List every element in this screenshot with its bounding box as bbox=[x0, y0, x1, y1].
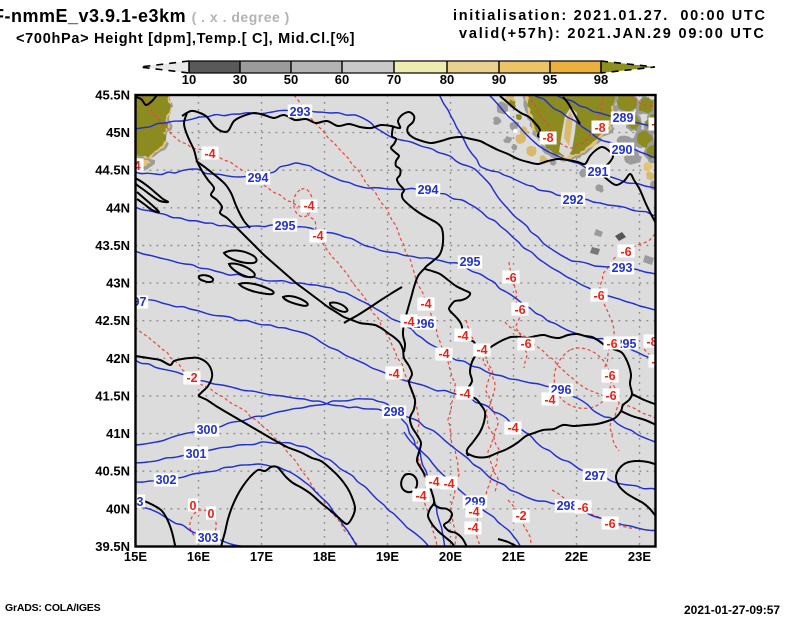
svg-text:15E: 15E bbox=[124, 549, 147, 564]
svg-text:45N: 45N bbox=[106, 125, 130, 140]
svg-text:294: 294 bbox=[248, 171, 269, 185]
svg-text:-4: -4 bbox=[312, 229, 323, 243]
svg-text:-2: -2 bbox=[186, 371, 197, 385]
svg-text:-6: -6 bbox=[520, 337, 531, 351]
svg-text:-4: -4 bbox=[443, 477, 454, 491]
svg-text:42.5N: 42.5N bbox=[95, 313, 130, 328]
svg-text:30: 30 bbox=[233, 72, 247, 87]
svg-text:-6: -6 bbox=[505, 271, 516, 285]
svg-text:39.5N: 39.5N bbox=[95, 539, 130, 554]
svg-text:295: 295 bbox=[460, 255, 481, 269]
svg-text:-4: -4 bbox=[420, 297, 431, 311]
svg-text:290: 290 bbox=[612, 143, 633, 157]
svg-text:-4: -4 bbox=[428, 475, 439, 489]
svg-text:302: 302 bbox=[156, 473, 177, 487]
svg-text:41N: 41N bbox=[106, 426, 130, 441]
svg-text:292: 292 bbox=[563, 193, 584, 207]
svg-text:-4: -4 bbox=[651, 355, 662, 369]
svg-text:-8: -8 bbox=[542, 131, 553, 145]
svg-text:43N: 43N bbox=[106, 276, 130, 291]
svg-text:296: 296 bbox=[414, 317, 435, 331]
svg-text:297: 297 bbox=[585, 469, 606, 483]
svg-text:0: 0 bbox=[190, 499, 197, 513]
svg-text:70: 70 bbox=[387, 72, 401, 87]
svg-text:-6: -6 bbox=[605, 389, 616, 403]
svg-text:50: 50 bbox=[284, 72, 298, 87]
svg-text:-4: -4 bbox=[388, 367, 399, 381]
svg-text:40N: 40N bbox=[106, 501, 130, 516]
svg-text:-4: -4 bbox=[467, 521, 478, 535]
svg-text:-8: -8 bbox=[594, 121, 605, 135]
svg-text:41.5N: 41.5N bbox=[95, 389, 130, 404]
svg-text:19E: 19E bbox=[376, 549, 399, 564]
svg-text:-4: -4 bbox=[403, 315, 414, 329]
svg-text:43.5N: 43.5N bbox=[95, 238, 130, 253]
svg-text:-4: -4 bbox=[415, 489, 426, 503]
svg-text:22E: 22E bbox=[565, 549, 588, 564]
svg-text:40.5N: 40.5N bbox=[95, 464, 130, 479]
svg-text:-6: -6 bbox=[604, 369, 615, 383]
svg-text:0: 0 bbox=[208, 507, 215, 521]
svg-text:-8: -8 bbox=[646, 335, 657, 349]
svg-text:80: 80 bbox=[440, 72, 454, 87]
svg-text:297: 297 bbox=[126, 295, 147, 309]
svg-text:45.5N: 45.5N bbox=[95, 88, 130, 103]
svg-text:291: 291 bbox=[588, 165, 609, 179]
svg-text:23E: 23E bbox=[628, 549, 651, 564]
svg-text:295: 295 bbox=[616, 337, 637, 351]
svg-text:298: 298 bbox=[384, 405, 405, 419]
svg-text:44N: 44N bbox=[106, 200, 130, 215]
svg-text:-4: -4 bbox=[476, 343, 487, 357]
svg-text:-4: -4 bbox=[129, 159, 140, 173]
svg-text:-6: -6 bbox=[514, 303, 525, 317]
svg-text:44.5N: 44.5N bbox=[95, 163, 130, 178]
svg-text:18E: 18E bbox=[313, 549, 336, 564]
svg-text:60: 60 bbox=[335, 72, 349, 87]
svg-text:293: 293 bbox=[612, 261, 633, 275]
svg-text:95: 95 bbox=[543, 72, 557, 87]
svg-text:16E: 16E bbox=[187, 549, 210, 564]
svg-text:17E: 17E bbox=[250, 549, 273, 564]
svg-text:-8: -8 bbox=[651, 117, 662, 131]
svg-text:289: 289 bbox=[613, 111, 634, 125]
svg-text:-2: -2 bbox=[515, 509, 526, 523]
svg-text:-4: -4 bbox=[459, 387, 470, 401]
svg-text:-4: -4 bbox=[468, 505, 479, 519]
svg-text:21E: 21E bbox=[502, 549, 525, 564]
svg-text:90: 90 bbox=[492, 72, 506, 87]
svg-text:-6: -6 bbox=[606, 337, 617, 351]
svg-text:294: 294 bbox=[418, 183, 439, 197]
svg-text:-6: -6 bbox=[620, 245, 631, 259]
svg-text:42N: 42N bbox=[106, 351, 130, 366]
svg-text:293: 293 bbox=[290, 105, 311, 119]
svg-text:-4: -4 bbox=[303, 199, 314, 213]
svg-text:98: 98 bbox=[594, 72, 608, 87]
svg-text:-4: -4 bbox=[438, 347, 449, 361]
svg-text:-6: -6 bbox=[593, 289, 604, 303]
svg-text:-6: -6 bbox=[577, 501, 588, 515]
svg-text:-4: -4 bbox=[457, 329, 468, 343]
svg-text:300: 300 bbox=[197, 423, 218, 437]
svg-text:-4: -4 bbox=[544, 393, 555, 407]
svg-text:303: 303 bbox=[123, 495, 144, 509]
svg-text:301: 301 bbox=[186, 447, 207, 461]
svg-text:295: 295 bbox=[275, 219, 296, 233]
svg-text:-4: -4 bbox=[204, 147, 215, 161]
svg-text:303: 303 bbox=[198, 531, 219, 545]
svg-text:10: 10 bbox=[182, 72, 196, 87]
svg-text:-6: -6 bbox=[604, 517, 615, 531]
svg-text:298: 298 bbox=[557, 499, 578, 513]
svg-text:20E: 20E bbox=[439, 549, 462, 564]
svg-text:-4: -4 bbox=[507, 421, 518, 435]
